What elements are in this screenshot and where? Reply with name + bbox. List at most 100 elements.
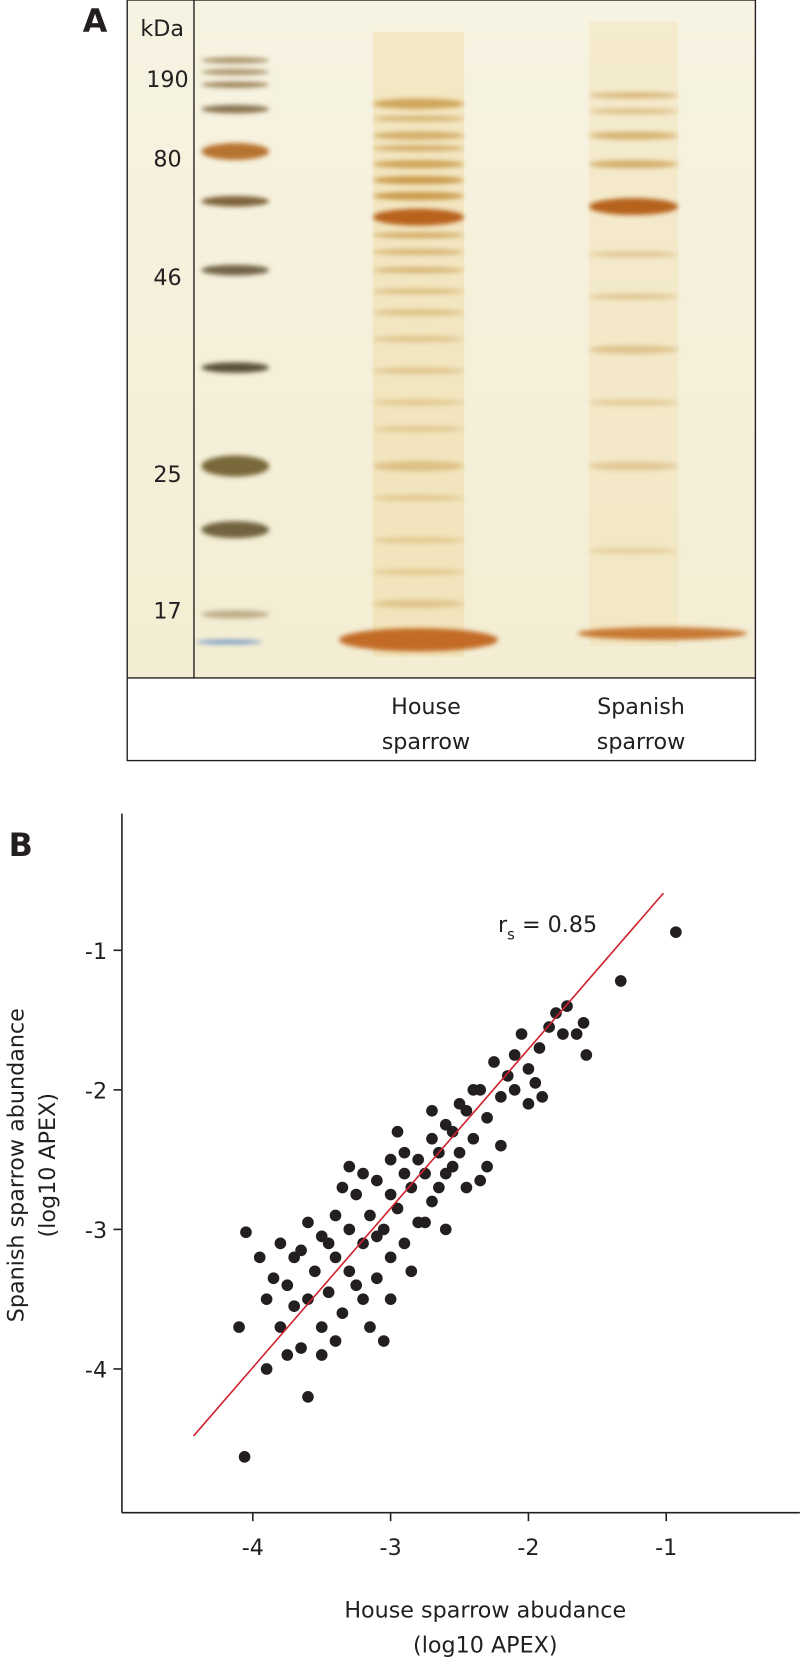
point xyxy=(343,1223,356,1236)
point xyxy=(371,1230,383,1243)
band xyxy=(372,335,465,343)
annotation-subscript: s xyxy=(507,927,515,944)
point xyxy=(460,1181,473,1194)
y-tick-label: -1 xyxy=(85,939,107,965)
panel-label: B xyxy=(9,828,33,864)
point xyxy=(357,1237,369,1250)
point xyxy=(377,1335,390,1347)
point xyxy=(288,1300,301,1312)
point xyxy=(315,1349,328,1361)
band xyxy=(589,108,679,115)
band xyxy=(372,175,465,185)
band xyxy=(372,248,465,256)
point xyxy=(508,1049,521,1061)
point xyxy=(267,1272,280,1285)
band xyxy=(201,195,270,207)
point xyxy=(371,1272,383,1285)
marker-label: 17 xyxy=(153,599,181,625)
band xyxy=(577,627,747,640)
lane-house xyxy=(372,31,465,657)
fit-line xyxy=(192,892,665,1437)
band xyxy=(201,521,270,539)
band xyxy=(372,115,465,122)
y-tick-label: -3 xyxy=(85,1218,107,1244)
band xyxy=(201,610,270,619)
band xyxy=(589,159,679,169)
point xyxy=(533,1042,546,1054)
point xyxy=(614,975,627,987)
band xyxy=(201,264,270,276)
band xyxy=(372,599,465,609)
point xyxy=(426,1132,438,1145)
point xyxy=(529,1077,542,1089)
point xyxy=(302,1293,314,1306)
point xyxy=(439,1118,452,1131)
band xyxy=(339,628,498,652)
band xyxy=(372,494,465,502)
point xyxy=(577,1017,590,1029)
point xyxy=(343,1160,356,1173)
point xyxy=(384,1251,397,1264)
point xyxy=(343,1265,356,1278)
point xyxy=(391,1202,404,1215)
point xyxy=(481,1111,493,1124)
band xyxy=(372,367,465,374)
band xyxy=(372,98,465,110)
point xyxy=(302,1216,314,1229)
point xyxy=(439,1223,452,1236)
band xyxy=(589,293,679,300)
point xyxy=(260,1293,273,1306)
band xyxy=(372,191,465,201)
band xyxy=(201,362,270,373)
panel-label: A xyxy=(83,4,108,40)
band xyxy=(372,159,465,169)
point xyxy=(336,1181,349,1194)
unit-label: kDa xyxy=(140,16,184,42)
point xyxy=(570,1028,583,1040)
point xyxy=(384,1153,397,1166)
point xyxy=(474,1174,487,1187)
point xyxy=(233,1321,245,1333)
point xyxy=(580,1049,593,1061)
x-tick-label: -3 xyxy=(380,1535,402,1561)
point xyxy=(670,926,682,938)
point xyxy=(329,1209,342,1222)
point xyxy=(364,1321,376,1333)
point xyxy=(329,1251,342,1264)
lane-spanish xyxy=(589,21,679,647)
point xyxy=(350,1279,363,1292)
point xyxy=(350,1188,363,1201)
point xyxy=(495,1091,507,1103)
lane-label: sparrow xyxy=(597,729,686,755)
band xyxy=(372,568,465,576)
band xyxy=(372,288,465,295)
point xyxy=(295,1244,307,1257)
point xyxy=(315,1321,328,1333)
point xyxy=(405,1265,418,1278)
marker-label: 80 xyxy=(153,146,181,172)
point xyxy=(260,1363,273,1375)
point xyxy=(550,1007,562,1019)
point xyxy=(467,1084,480,1096)
point xyxy=(467,1132,480,1145)
band xyxy=(372,231,465,239)
point xyxy=(322,1286,335,1299)
y-axis-label: (log10 APEX) xyxy=(35,1093,61,1238)
point xyxy=(453,1146,466,1159)
point xyxy=(302,1391,314,1403)
point xyxy=(240,1226,252,1239)
gel-frame xyxy=(126,0,757,762)
point xyxy=(446,1160,459,1173)
point xyxy=(371,1174,383,1187)
band xyxy=(372,131,465,140)
lane-label: Spanish xyxy=(597,694,685,720)
point xyxy=(398,1167,411,1180)
point xyxy=(426,1104,438,1117)
annotation: rs = 0.85 xyxy=(498,912,597,943)
point xyxy=(322,1237,335,1250)
point xyxy=(281,1349,294,1361)
band xyxy=(201,81,270,88)
band xyxy=(196,639,262,645)
point xyxy=(295,1342,307,1354)
